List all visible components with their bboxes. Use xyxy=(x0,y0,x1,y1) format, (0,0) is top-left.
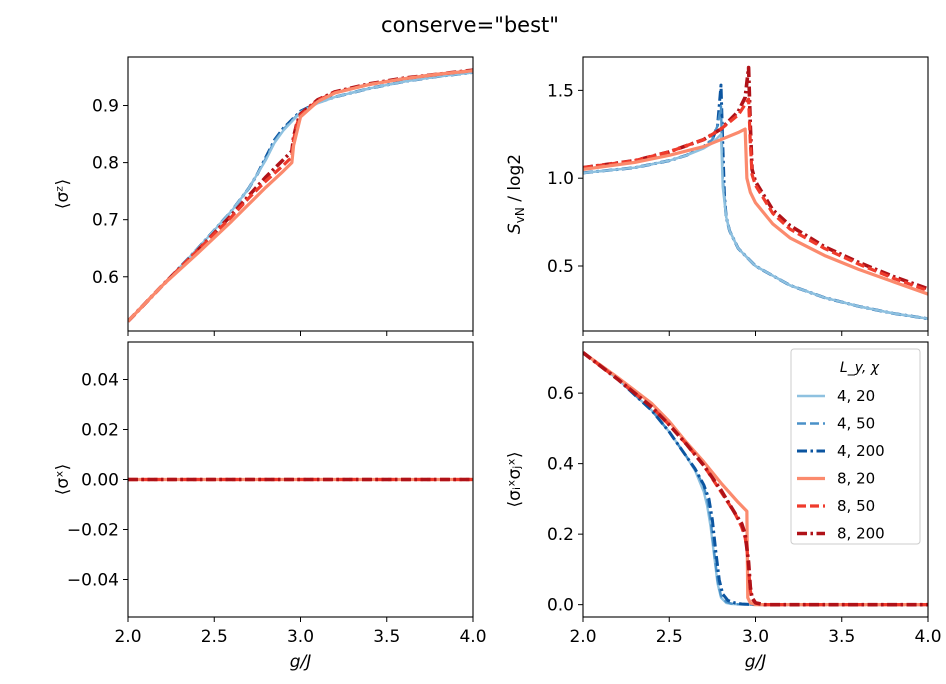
legend-title: L_y, χ xyxy=(840,360,880,376)
legend-box xyxy=(790,348,921,545)
x-tick-label: 3.5 xyxy=(828,627,855,647)
y-tick-label: 1.0 xyxy=(547,169,574,189)
panel-sigma-x: −0.04 −0.02 0.00 0.02 0.04 2.0 2.5 3.0 3.5 4.0 g/J… xyxy=(53,341,487,672)
legend-entry-label: 4, 50 xyxy=(837,415,875,433)
y-tick-label: 0.7 xyxy=(92,211,119,231)
series-line-8-50 xyxy=(583,97,928,293)
y-tick-label: 0.8 xyxy=(92,154,119,174)
y-tick-label: −0.02 xyxy=(67,521,119,541)
panel-entanglement-entropy: 0.5 1.0 1.5 SvN / log2 xyxy=(505,56,929,336)
legend-entry-label: 8, 200 xyxy=(837,525,885,543)
y-tick-label: 0.04 xyxy=(81,371,119,391)
y-axis-label-main: S xyxy=(505,223,525,234)
x-tick-label: 4.0 xyxy=(914,627,941,647)
y-axis-label: ⟨σᶻ⟩ xyxy=(53,179,73,209)
legend-entry-label: 8, 50 xyxy=(837,497,875,515)
y-axis-label: ⟨σᵢˣσⱼˣ⟩ xyxy=(505,452,525,508)
series-group xyxy=(583,351,928,607)
y-tick-label: 0.0 xyxy=(547,596,574,616)
legend-entry-label: 4, 20 xyxy=(837,387,875,405)
y-tick-label: 0.6 xyxy=(547,384,574,404)
y-tick-label: 0.4 xyxy=(547,455,574,475)
y-tick-label: 0.00 xyxy=(81,471,119,491)
y-tick-label: 0.9 xyxy=(92,97,119,117)
x-tick-label: 3.0 xyxy=(742,627,769,647)
x-axis-label: g/J xyxy=(745,652,767,672)
x-tick-label: 2.5 xyxy=(656,627,683,647)
y-axis-label-sub: vN xyxy=(513,207,527,223)
legend-entry-label: 8, 20 xyxy=(837,470,875,488)
legend-entry-label: 4, 200 xyxy=(837,442,885,460)
panel-sigma-z: 0.6 0.7 0.8 0.9 ⟨σᶻ⟩ xyxy=(53,56,474,336)
y-tick-label: −0.04 xyxy=(67,571,119,591)
y-tick-label: 0.5 xyxy=(547,257,574,277)
series-line-8-20 xyxy=(583,127,928,296)
legend: L_y, χ 4, 20 4, 50 4, 200 8, 20 8, 50 8, 200 xyxy=(790,348,921,545)
series-group xyxy=(583,65,928,321)
series-line-4-20 xyxy=(583,133,928,320)
y-axis-label: ⟨σˣ⟩ xyxy=(53,464,73,496)
x-axis-label: g/J xyxy=(290,652,312,672)
y-tick-label: 0.2 xyxy=(547,525,574,545)
y-tick-label: 1.5 xyxy=(547,81,574,101)
x-tick-label: 4.0 xyxy=(459,627,486,647)
y-axis-label-rest: / log2 xyxy=(505,154,525,207)
panel-correlation-xx: 0.0 0.2 0.4 0.6 2.0 2.5 3.0 3.5 4.0 g/J ⟨σᵢˣσⱼˣ⟩ xyxy=(505,341,942,672)
x-tick-label: 2.0 xyxy=(569,627,596,647)
x-tick-label: 3.5 xyxy=(373,627,400,647)
series-line-8-20 xyxy=(128,69,473,323)
y-axis-label: SvN / log2 xyxy=(505,154,527,234)
y-tick-label: 0.6 xyxy=(92,268,119,288)
x-tick-label: 2.0 xyxy=(114,627,141,647)
series-line-4-20 xyxy=(128,71,473,323)
series-line-4-200 xyxy=(583,351,928,607)
series-line-8-200 xyxy=(583,351,928,607)
x-tick-label: 3.0 xyxy=(287,627,314,647)
y-tick-label: 0.02 xyxy=(81,421,119,441)
x-tick-label: 2.5 xyxy=(201,627,228,647)
figure-title: conserve="best" xyxy=(381,13,559,37)
series-group xyxy=(128,68,473,323)
